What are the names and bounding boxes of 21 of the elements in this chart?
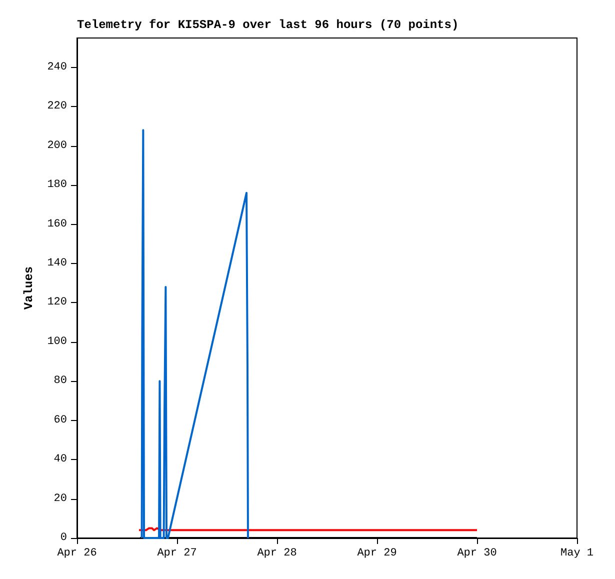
- y-tick-label: 140: [47, 257, 67, 270]
- y-tick-label: 20: [54, 492, 67, 505]
- y-tick-label: 180: [47, 179, 67, 192]
- y-tick-label: 200: [47, 140, 67, 152]
- y-tick-label: 0: [60, 532, 67, 544]
- y-tick-label: 160: [47, 218, 67, 230]
- x-tick-label: Apr 26: [57, 548, 97, 560]
- x-tick-label: May 1: [560, 548, 594, 560]
- x-tick-label: Apr 28: [257, 548, 297, 560]
- y-tick-label: 220: [47, 100, 67, 113]
- y-tick-label: 240: [47, 61, 67, 74]
- y-tick-label: 120: [47, 296, 67, 309]
- x-tick-label: Apr 27: [157, 548, 197, 560]
- y-tick-label: 80: [54, 375, 67, 388]
- y-tick-label: 60: [54, 414, 67, 426]
- y-tick-label: 40: [54, 454, 67, 466]
- x-tick-label: Apr 30: [457, 548, 497, 560]
- y-axis-title: Values: [22, 266, 36, 310]
- y-tick-label: 100: [47, 336, 67, 348]
- chart-title: Telemetry for KI5SPA-9 over last 96 hours (70 points): [77, 18, 459, 32]
- x-tick-label: Apr 29: [357, 548, 397, 560]
